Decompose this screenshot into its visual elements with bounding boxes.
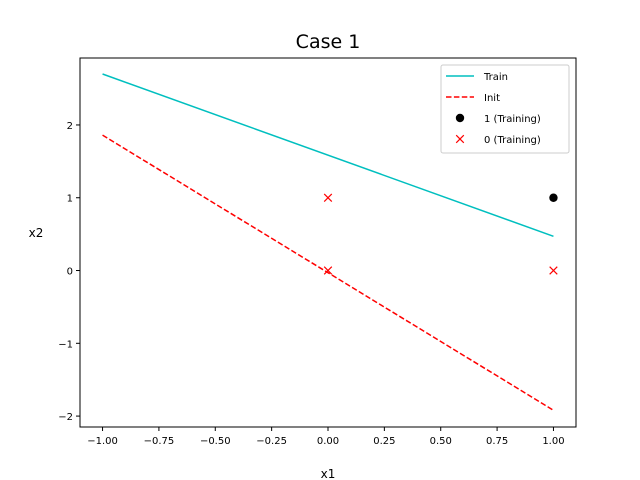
x-tick-label: −1.00 xyxy=(87,436,118,447)
legend-label: 1 (Training) xyxy=(484,114,541,125)
x-tick-label: 0.75 xyxy=(486,436,508,447)
x-tick-label: 0.25 xyxy=(373,436,395,447)
data-point-negative xyxy=(323,193,333,202)
legend: Train Init 1 (Training) 0 (Training) xyxy=(440,64,570,154)
x-tick-label: 1.00 xyxy=(542,436,564,447)
legend-label: Train xyxy=(483,72,508,83)
legend-swatch xyxy=(455,134,465,144)
y-tick-label: 0 xyxy=(67,267,73,278)
data-point-negative xyxy=(549,266,558,275)
axis-ticks: −1.00 −0.75 −0.50 −0.25 0.00 0.25 0.50 0.75 1.00… xyxy=(58,121,564,447)
y-tick-label: 2 xyxy=(67,121,73,132)
x-tick-label: −0.75 xyxy=(144,436,175,447)
y-tick-label: −1 xyxy=(58,339,73,350)
plot-marks xyxy=(102,73,558,411)
chart-title: Case 1 xyxy=(296,31,361,53)
x-axis-label: x1 xyxy=(321,467,336,480)
data-point-positive xyxy=(549,193,558,202)
legend-item: 0 (Training) xyxy=(455,134,541,146)
series-line-init xyxy=(102,134,554,411)
y-axis-label: x2 xyxy=(29,226,44,240)
legend-item: 1 (Training) xyxy=(455,113,541,125)
x-tick-label: −0.25 xyxy=(256,436,287,447)
legend-label: 0 (Training) xyxy=(484,135,541,146)
legend-item: Train xyxy=(446,72,508,83)
legend-swatch xyxy=(455,113,465,123)
data-point-negative xyxy=(323,266,333,275)
legend-box xyxy=(440,64,570,154)
y-tick-label: 1 xyxy=(67,194,73,205)
legend-item: Init xyxy=(446,93,500,104)
series-line-train xyxy=(102,73,554,238)
x-tick-label: 0.50 xyxy=(430,436,452,447)
x-tick-label: 0.00 xyxy=(317,436,339,447)
x-tick-label: −0.50 xyxy=(200,436,231,447)
legend-label: Init xyxy=(484,93,500,104)
y-tick-label: −2 xyxy=(58,412,73,423)
